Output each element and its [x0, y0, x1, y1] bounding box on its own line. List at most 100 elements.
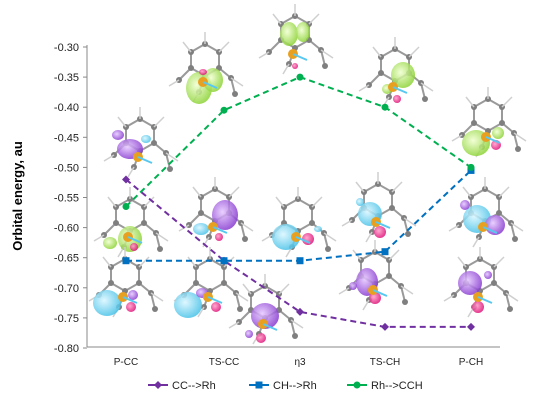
- hydrogen-bond: [278, 283, 290, 295]
- orbital-lobe: [349, 282, 357, 290]
- molecule-4: [358, 37, 434, 108]
- hydrogen-bond: [153, 116, 165, 128]
- orbital-lobe: [314, 226, 322, 232]
- data-point: [467, 163, 475, 171]
- carbon-atom: [136, 280, 142, 286]
- x-axis-ticks: P-CC TS-CC η3 TS-CH P-CH: [114, 357, 483, 368]
- hydrogen-bond: [510, 222, 524, 232]
- orbital-lobe: [458, 271, 482, 295]
- ligand-bond: [292, 53, 308, 61]
- hydrogen-bond: [513, 132, 527, 142]
- hydrogen-bond: [258, 51, 270, 59]
- hydrogen-bond: [472, 236, 480, 248]
- orbital-lobe: [212, 200, 238, 230]
- carbon-atom: [292, 333, 298, 339]
- molecule-5: [451, 87, 527, 158]
- molecule-8: [261, 187, 337, 258]
- data-point: [381, 103, 389, 111]
- orbital-lobe: [484, 271, 492, 279]
- y-axis-ticks: -0.30 -0.35 -0.40 -0.45 -0.50 -0.55 -0.60 -0.65…: [54, 42, 87, 355]
- carbon-atom: [386, 273, 392, 279]
- orbital-lobe: [272, 224, 300, 250]
- ligand-bond: [137, 156, 153, 164]
- orbital-lobe: [292, 63, 298, 69]
- carbon-atom: [491, 280, 497, 286]
- data-point: [296, 73, 304, 81]
- x-tick-label: η3: [294, 357, 306, 368]
- molecule-1: [103, 107, 179, 178]
- orbital-lobe: [203, 68, 223, 92]
- series-line: [125, 178, 471, 328]
- hydrogen-bond: [311, 196, 323, 208]
- carbon-atom: [188, 65, 194, 71]
- legend-item: Rh-->CCH: [347, 380, 423, 392]
- hydrogen-bond: [505, 292, 519, 302]
- carbon-atom: [108, 280, 114, 286]
- carbon-atom: [237, 306, 243, 312]
- hydrogen-bond: [362, 299, 370, 311]
- data-point: [220, 257, 228, 265]
- molecule-9: [341, 172, 417, 243]
- orbital-lobe: [128, 290, 138, 300]
- hydrogen-bond: [235, 292, 249, 302]
- data-point: [122, 257, 130, 265]
- molecule-6: [93, 187, 169, 258]
- ligand-bond: [207, 296, 223, 304]
- orbital-lobe: [141, 135, 151, 143]
- data-point: [381, 322, 389, 331]
- series-line: [126, 169, 472, 262]
- hydrogen-bond: [272, 13, 282, 25]
- ligand-bond: [202, 81, 218, 89]
- ligand-bond: [127, 236, 143, 244]
- ligand-bond: [375, 221, 391, 229]
- orbital-lobe: [193, 223, 209, 235]
- hydrogen-bond: [117, 116, 127, 128]
- ligand-bond: [295, 236, 311, 244]
- carbon-atom: [309, 220, 315, 226]
- molecule-12: [173, 247, 249, 318]
- x-tick-label: P-CC: [114, 357, 138, 368]
- carbon-atom: [515, 146, 521, 152]
- y-tick-label: -0.75: [54, 313, 79, 325]
- carbon-atom: [193, 280, 199, 286]
- ligand-bond: [262, 323, 278, 331]
- data-point: [296, 307, 304, 316]
- orbital-lobe: [356, 198, 364, 206]
- hydrogen-bond: [242, 283, 252, 295]
- data-point: [154, 381, 162, 389]
- hydrogen-bond: [240, 222, 254, 232]
- carbon-atom: [405, 231, 411, 237]
- hydrogen-bond: [223, 256, 235, 268]
- ligand-bond: [122, 296, 138, 304]
- hydrogen-bond: [138, 256, 150, 268]
- x-tick-label: TS-CH: [370, 357, 401, 368]
- hydrogen-bond: [261, 234, 273, 242]
- carbon-atom: [141, 220, 147, 226]
- hydrogen-bond: [498, 186, 510, 198]
- orbital-lobe: [251, 303, 279, 329]
- y-axis-label: Orbital energy, au: [10, 141, 25, 251]
- series-layer: [122, 73, 475, 331]
- data-point: [296, 257, 304, 265]
- y-tick-label: -0.40: [54, 102, 79, 114]
- orbital-lobe: [93, 290, 121, 316]
- hydrogen-bond: [93, 234, 105, 242]
- orbital-lobe: [374, 226, 386, 238]
- orbital-lobe: [280, 22, 298, 46]
- hydrogen-bond: [182, 41, 192, 53]
- hydrogen-bond: [391, 181, 403, 193]
- carbon-atom: [232, 91, 238, 97]
- hydrogen-bond: [372, 46, 382, 58]
- carbon-atom: [167, 166, 173, 172]
- molecule-2: [168, 32, 244, 104]
- hydrogen-bond: [218, 41, 230, 53]
- orbital-lobe: [211, 302, 221, 312]
- hydrogen-bond: [341, 219, 353, 227]
- carbon-atom: [422, 96, 428, 102]
- hydrogen-bond: [192, 186, 202, 198]
- carbon-atom: [378, 70, 384, 76]
- y-tick-label: -0.80: [54, 343, 79, 355]
- data-point: [381, 248, 389, 256]
- carbon-atom: [198, 210, 204, 216]
- hydrogen-bond: [187, 256, 197, 268]
